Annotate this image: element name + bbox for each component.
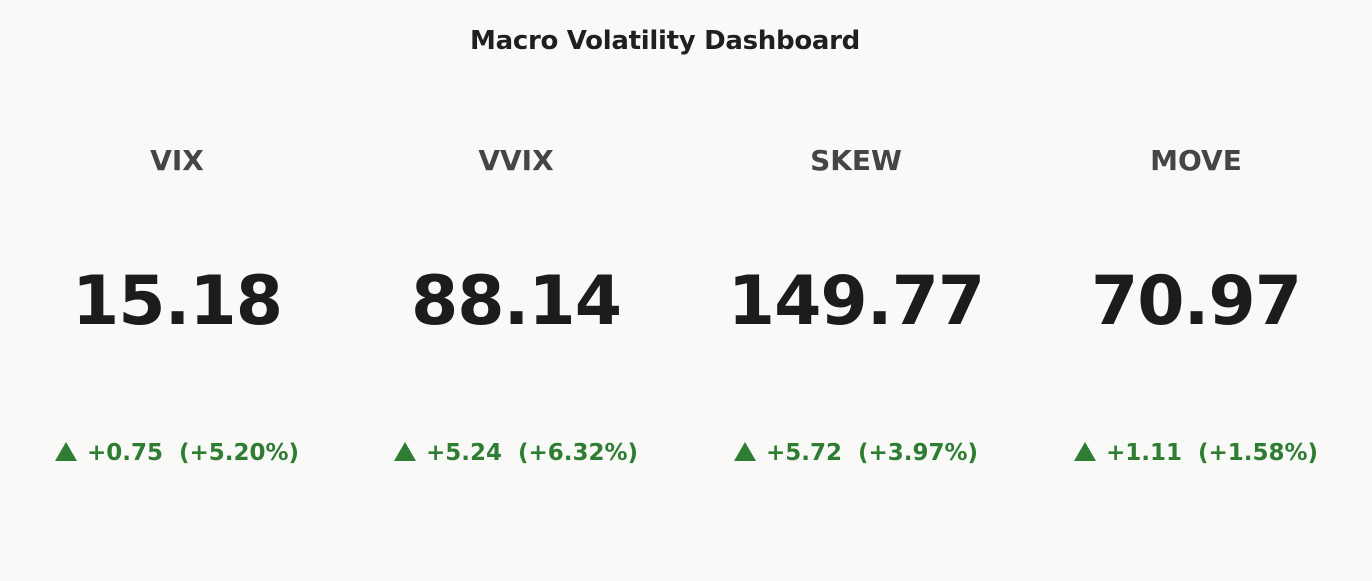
- metric-change-pct: (+3.97%): [857, 440, 979, 466]
- metric-label: VVIX: [478, 144, 554, 177]
- metric-change-abs: +5.72: [765, 440, 842, 466]
- metric-card-vvix: VVIX 88.14 +5.24 (+6.32%): [346, 0, 686, 581]
- metric-label: SKEW: [810, 144, 902, 177]
- metric-label: MOVE: [1150, 144, 1242, 177]
- metric-change-abs: +0.75: [86, 440, 163, 466]
- metric-change-pct: (+5.20%): [178, 440, 300, 466]
- metric-value: 15.18: [71, 262, 283, 341]
- metric-value: 88.14: [410, 262, 622, 341]
- metric-change: +5.72 (+3.97%): [686, 440, 1026, 466]
- triangle-up-icon: [54, 442, 77, 461]
- metric-change-abs: +1.11: [1105, 440, 1182, 466]
- metric-card-skew: SKEW 149.77 +5.72 (+3.97%): [686, 0, 1026, 581]
- metric-value: 149.77: [727, 262, 985, 341]
- metric-label: VIX: [150, 144, 204, 177]
- triangle-up-icon: [393, 442, 416, 461]
- metric-card-move: MOVE 70.97 +1.11 (+1.58%): [1026, 0, 1366, 581]
- metric-value: 70.97: [1090, 262, 1302, 341]
- metric-card-vix: VIX 15.18 +0.75 (+5.20%): [7, 0, 347, 581]
- metric-change: +0.75 (+5.20%): [7, 440, 347, 466]
- triangle-up-icon: [1073, 442, 1096, 461]
- dashboard-title: Macro Volatility Dashboard: [470, 26, 860, 56]
- metric-change: +5.24 (+6.32%): [346, 440, 686, 466]
- metric-change-pct: (+1.58%): [1197, 440, 1319, 466]
- metric-change-abs: +5.24: [425, 440, 502, 466]
- triangle-up-icon: [733, 442, 756, 461]
- metric-change: +1.11 (+1.58%): [1026, 440, 1366, 466]
- metric-change-pct: (+6.32%): [517, 440, 639, 466]
